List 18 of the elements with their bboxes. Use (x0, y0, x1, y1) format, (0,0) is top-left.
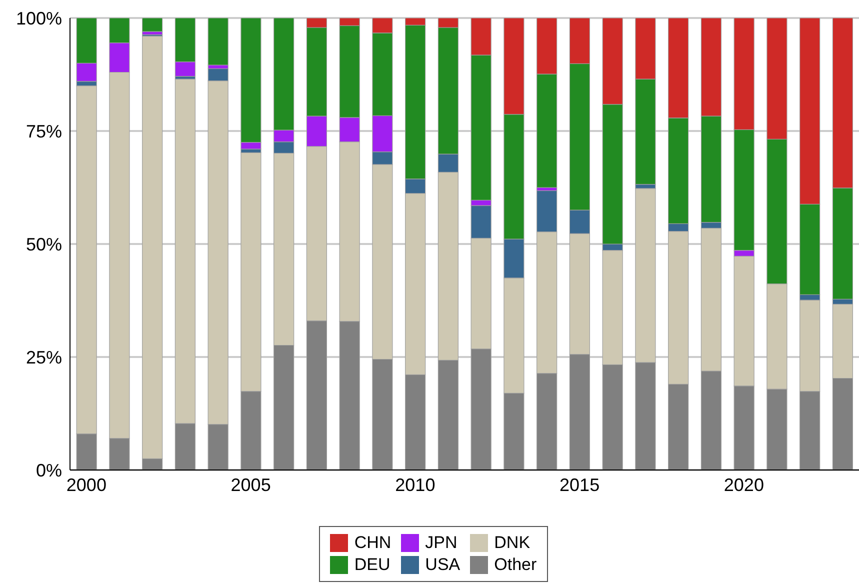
y-tick-label: 75% (26, 121, 62, 142)
legend-label: DEU (354, 555, 390, 575)
x-tick-label: 2020 (724, 474, 764, 495)
legend-label: CHN (354, 533, 392, 553)
x-tick-label: 2000 (66, 474, 106, 495)
legend-label: Other (494, 555, 537, 575)
bar (208, 18, 228, 66)
legend-label: USA (425, 555, 460, 575)
x-tick-label: 2010 (395, 474, 436, 495)
legend-label: DNK (494, 533, 530, 553)
x-tick-label: 2005 (230, 474, 271, 495)
x-tick-label: 2015 (560, 474, 600, 495)
y-tick-label: 25% (26, 347, 62, 368)
bar (142, 18, 163, 32)
legend-label: JPN (425, 533, 458, 553)
y-tick-label: 0% (36, 460, 62, 480)
y-tick-label: 50% (26, 234, 62, 254)
y-tick-label: 100% (16, 8, 62, 28)
